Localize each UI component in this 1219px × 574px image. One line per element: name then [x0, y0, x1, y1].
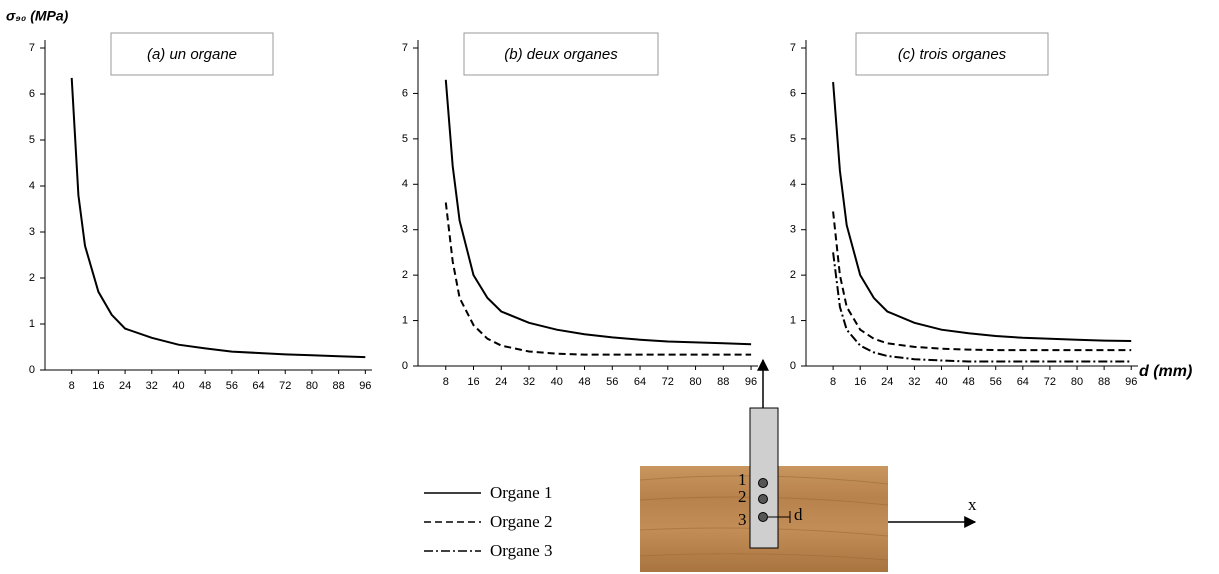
x-axis-label: x [968, 495, 977, 514]
hole-label: 2 [738, 487, 747, 506]
x-tick-label: 80 [1071, 376, 1083, 388]
y-tick-label: 6 [790, 87, 796, 99]
x-axis-label: d (mm) [1139, 363, 1192, 380]
series-line [70, 77, 366, 359]
series-line [444, 202, 752, 356]
hole-label: 3 [738, 510, 747, 529]
x-tick-label: 56 [990, 376, 1002, 388]
x-tick-label: 48 [962, 376, 974, 388]
y-tick-label: 1 [29, 318, 35, 330]
fastener [758, 478, 768, 488]
y-tick-label: 5 [790, 133, 796, 145]
x-tick-label: 16 [467, 376, 479, 388]
y-tick-label: 2 [402, 269, 408, 281]
x-tick-label: 40 [935, 376, 947, 388]
y-tick-label: 3 [29, 226, 35, 238]
legend-label: Organe 2 [490, 512, 552, 531]
y-tick-label: 4 [402, 178, 408, 190]
title-box [110, 32, 274, 76]
x-tick-label: 72 [662, 376, 674, 388]
x-tick-label: 64 [634, 376, 646, 388]
x-tick-label: 56 [226, 380, 238, 392]
y-tick-label: 3 [402, 224, 408, 236]
x-tick-label: 16 [92, 380, 104, 392]
x-tick-label: 48 [199, 380, 211, 392]
chart-title: (b) deux organes [504, 46, 618, 63]
hole-label: 1 [738, 470, 747, 489]
x-tick-label: 88 [1098, 376, 1110, 388]
x-tick-label: 40 [172, 380, 184, 392]
series-line [444, 79, 752, 346]
x-tick-label: 96 [745, 376, 757, 388]
x-tick-label: 96 [359, 380, 371, 392]
x-tick-label: 72 [279, 380, 291, 392]
chart-title: (c) trois organes [898, 46, 1007, 63]
y-tick-label: 0 [402, 360, 408, 372]
steel-plate [749, 407, 779, 549]
x-tick-label: 16 [854, 376, 866, 388]
x-tick-label: 72 [1044, 376, 1056, 388]
legend-label: Organe 1 [490, 483, 552, 502]
x-tick-label: 32 [523, 376, 535, 388]
x-tick-label: 88 [333, 380, 345, 392]
series-line [832, 82, 1132, 342]
y-tick-label: 3 [790, 224, 796, 236]
y-tick-label: 5 [402, 133, 408, 145]
diagram: 1 2 3 d x [639, 358, 977, 572]
series-line [832, 252, 1132, 363]
x-tick-label: 48 [578, 376, 590, 388]
x-tick-label: 40 [551, 376, 563, 388]
x-tick-label: 32 [908, 376, 920, 388]
y-tick-label: 0 [29, 364, 35, 376]
y-axis-label: σ₉₀ (MPa) [6, 8, 69, 24]
fastener [758, 512, 768, 522]
y-tick-label: 4 [790, 178, 796, 190]
chart-title: (a) un organe [147, 46, 237, 63]
y-tick-label: 2 [29, 272, 35, 284]
series-line [832, 211, 1132, 352]
y-tick-label: 6 [29, 88, 35, 100]
y-tick-label: 2 [790, 269, 796, 281]
x-tick-label: 96 [1125, 376, 1137, 388]
x-tick-label: 8 [69, 380, 75, 392]
y-tick-label: 7 [29, 42, 35, 54]
x-tick-label: 88 [717, 376, 729, 388]
x-tick-label: 80 [689, 376, 701, 388]
y-tick-label: 7 [402, 42, 408, 54]
fastener [758, 494, 768, 504]
x-tick-label: 24 [119, 380, 131, 392]
title-box [463, 32, 659, 76]
y-tick-label: 1 [402, 314, 408, 326]
x-tick-label: 24 [881, 376, 893, 388]
x-tick-label: 8 [443, 376, 449, 388]
x-tick-label: 24 [495, 376, 507, 388]
distance-label: d [794, 505, 803, 524]
legend-label: Organe 3 [490, 541, 552, 560]
title-box [855, 32, 1049, 76]
x-tick-label: 56 [606, 376, 618, 388]
x-tick-label: 32 [146, 380, 158, 392]
x-tick-label: 64 [1017, 376, 1029, 388]
y-tick-label: 6 [402, 87, 408, 99]
x-tick-label: 64 [252, 380, 264, 392]
x-tick-label: 80 [306, 380, 318, 392]
y-tick-label: 7 [790, 42, 796, 54]
y-tick-label: 1 [790, 314, 796, 326]
y-tick-label: 0 [790, 360, 796, 372]
x-tick-label: 8 [830, 376, 836, 388]
y-tick-label: 4 [29, 180, 35, 192]
y-tick-label: 5 [29, 134, 35, 146]
